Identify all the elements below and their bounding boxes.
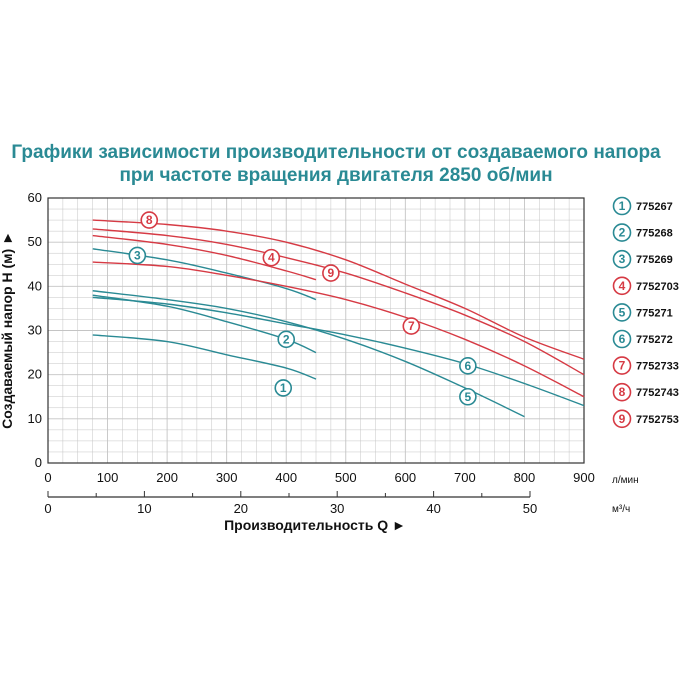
curve-marker-label-9: 9 [328, 266, 335, 280]
curve-markers: 1 2 3 4 5 6 7 8 9 [128, 211, 477, 406]
series-line-775267 [92, 334, 317, 380]
secondary-x-tick-label: 10 [137, 501, 151, 516]
secondary-x-tick-label: 20 [234, 501, 248, 516]
x-tick-label: 100 [97, 470, 119, 485]
legend-marker-label-2: 2 [619, 226, 626, 240]
secondary-x-tick-label: 0 [44, 501, 51, 516]
legend-entry-7752753: 7752753 [636, 414, 679, 426]
x-tick-label: 400 [275, 470, 297, 485]
curve-marker-6 [459, 357, 477, 375]
series-line-775272 [92, 296, 585, 407]
x-tick-label: 900 [573, 470, 595, 485]
curve-marker-8 [140, 211, 159, 229]
curve-marker-1 [274, 379, 293, 397]
x-tick-label: 0 [44, 470, 51, 485]
curve-marker-label-4: 4 [268, 251, 275, 265]
curve-marker-7 [402, 317, 421, 335]
legend-marker-label-6: 6 [619, 332, 626, 346]
y-tick-label: 50 [28, 234, 42, 249]
legend-marker-7 [612, 356, 632, 375]
x-axis-unit-cubic-meters: м³/ч [612, 504, 630, 515]
curve-marker-label-2: 2 [283, 332, 290, 346]
legend-entry-775267: 775267 [636, 201, 673, 213]
series-line-7752733 [92, 261, 585, 398]
legend-marker-4 [612, 276, 632, 296]
legend-entry-775272: 775272 [636, 334, 673, 346]
legend-entry-775271: 775271 [636, 307, 673, 319]
legend-marker-9 [612, 409, 632, 429]
legend: 1 775267 2 775268 3 775269 4 7752703 5 775271 6 775… [612, 196, 679, 429]
curve-marker-9 [322, 264, 340, 282]
curve-marker-label-7: 7 [408, 319, 415, 333]
y-tick-label: 30 [28, 323, 42, 338]
legend-marker-3 [612, 249, 632, 269]
y-tick-label: 20 [28, 367, 42, 382]
curve-marker-2 [277, 330, 296, 349]
x-axis-unit-liters: л/мин [612, 475, 639, 486]
curve-marker-label-6: 6 [465, 359, 472, 373]
legend-marker-label-3: 3 [619, 252, 626, 266]
series-line-7752703 [92, 234, 317, 281]
legend-entry-775269: 775269 [636, 254, 673, 266]
legend-entry-7752703: 7752703 [636, 281, 679, 293]
curve-marker-label-5: 5 [465, 390, 472, 404]
pump-curves [92, 219, 585, 418]
y-tick-label: 0 [35, 455, 42, 470]
legend-marker-2 [612, 223, 632, 242]
curve-marker-5 [459, 387, 477, 406]
x-axis-ticks: 0 100 200 300 400 500 600 700 800 900 [44, 470, 594, 485]
x-tick-label: 200 [156, 470, 178, 485]
chart-title-line-2: при частоте вращения двигателя 2850 об/м… [119, 165, 552, 186]
legend-marker-8 [612, 382, 632, 402]
legend-marker-label-7: 7 [619, 359, 626, 373]
curve-marker-3 [128, 246, 147, 265]
secondary-x-tick-label: 40 [426, 501, 440, 516]
x-tick-label: 700 [454, 470, 476, 485]
x-axis-label: Производительность Q ► [224, 517, 406, 533]
secondary-x-tick-label: 50 [523, 501, 537, 516]
x-tick-label: 500 [335, 470, 357, 485]
legend-marker-label-5: 5 [619, 305, 626, 319]
y-tick-label: 60 [28, 190, 42, 205]
legend-entry-775268: 775268 [636, 228, 673, 240]
curve-marker-4 [262, 248, 281, 267]
y-axis-label: Создаваемый напор H (м) ► [0, 231, 15, 429]
legend-marker-1 [612, 196, 632, 216]
legend-marker-6 [612, 329, 632, 349]
curve-marker-label-8: 8 [146, 213, 153, 227]
legend-marker-label-9: 9 [619, 412, 626, 426]
legend-marker-label-1: 1 [619, 199, 626, 213]
secondary-x-axis-ticks: 0 10 20 30 40 50 [44, 491, 537, 516]
secondary-x-tick-label: 30 [330, 501, 344, 516]
y-tick-label: 40 [28, 278, 42, 293]
y-tick-label: 10 [28, 411, 42, 426]
legend-entry-7752743: 7752743 [636, 387, 679, 399]
x-tick-label: 800 [514, 470, 536, 485]
x-tick-label: 600 [394, 470, 416, 485]
legend-marker-label-4: 4 [619, 279, 626, 293]
legend-marker-label-8: 8 [619, 385, 626, 399]
legend-marker-5 [612, 303, 632, 322]
plot-area-frame [47, 197, 585, 464]
series-line-7752753 [92, 228, 585, 376]
curve-marker-label-3: 3 [134, 248, 141, 262]
y-axis-ticks: 0 10 20 30 40 50 60 [28, 190, 42, 470]
series-line-7752743 [92, 219, 585, 360]
series-line-775271 [92, 290, 525, 418]
chart-title-line-1: Графики зависимости производительности о… [11, 142, 661, 163]
curve-marker-label-1: 1 [280, 381, 287, 395]
legend-entry-7752733: 7752733 [636, 361, 679, 373]
x-tick-label: 300 [216, 470, 238, 485]
